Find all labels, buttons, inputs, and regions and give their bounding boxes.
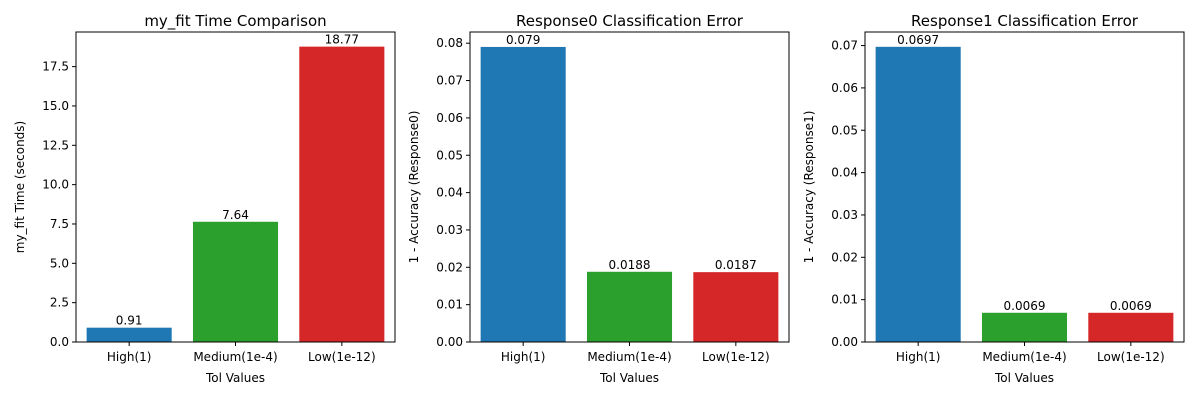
y-tick-label: 15.0	[42, 99, 69, 113]
bar-medium-1e-4	[192, 221, 279, 342]
y-axis-label: 1 - Accuracy (Response0)	[407, 111, 421, 264]
bar-high-1	[480, 46, 566, 342]
x-tick-label: Medium(1e-4)	[193, 350, 277, 364]
y-tick-label: 0.02	[436, 260, 463, 274]
y-tick-label: 0.07	[831, 39, 858, 53]
y-tick-label: 0.02	[831, 250, 858, 264]
bar-medium-1e-4	[981, 312, 1068, 342]
bar-medium-1e-4	[586, 271, 673, 342]
y-tick-label: 17.5	[42, 60, 69, 74]
x-tick-label: Medium(1e-4)	[587, 350, 671, 364]
y-tick-label: 0.07	[436, 74, 463, 88]
bar-high-1	[86, 327, 172, 342]
plot-frame	[75, 31, 396, 343]
x-tick-label: Low(1e-12)	[308, 350, 376, 364]
y-tick-label: 2.5	[50, 296, 69, 310]
data-label: 18.77	[325, 33, 359, 47]
y-tick-label: 0.00	[831, 335, 858, 349]
y-tick-label: 0.0	[50, 335, 69, 349]
y-tick-label: 0.01	[831, 293, 858, 307]
y-tick-label: 0.00	[436, 335, 463, 349]
x-axis-label: Tol Values	[205, 371, 265, 385]
chart-title: Response1 Classification Error	[911, 12, 1139, 30]
y-tick-label: 0.06	[436, 111, 463, 125]
chart-panel-3: Response1 Classification Error 0.0697 High…	[802, 12, 1185, 385]
x-tick-label: High(1)	[107, 350, 152, 364]
data-label: 0.0188	[609, 258, 651, 272]
x-tick-label: Low(1e-12)	[702, 350, 770, 364]
chart-panel-2: Response0 Classification Error 0.079 High(…	[407, 12, 790, 385]
y-tick-label: 12.5	[42, 138, 69, 152]
plot-frame	[864, 31, 1185, 343]
y-tick-label: 0.08	[436, 36, 463, 50]
chart-title: my_fit Time Comparison	[144, 12, 326, 31]
y-tick-label: 0.05	[831, 123, 858, 137]
data-label: 0.079	[506, 33, 540, 47]
y-tick-label: 5.0	[50, 256, 69, 270]
y-tick-label: 0.01	[436, 298, 463, 312]
x-tick-label: High(1)	[501, 350, 546, 364]
y-tick-label: 0.04	[831, 166, 858, 180]
x-axis-label: Tol Values	[599, 371, 659, 385]
y-tick-label: 0.03	[831, 208, 858, 222]
plot-frame	[469, 31, 790, 343]
x-tick-label: Low(1e-12)	[1097, 350, 1165, 364]
x-tick-label: Medium(1e-4)	[982, 350, 1066, 364]
bar-low-1e-12	[299, 46, 385, 342]
y-tick-label: 10.0	[42, 178, 69, 192]
bar-low-1e-12	[693, 272, 779, 342]
y-tick-label: 0.06	[831, 81, 858, 95]
chart-panel-1: my_fit Time Comparison 0.91 High(1) 7.64 Med…	[13, 12, 396, 385]
y-tick-label: 7.5	[50, 217, 69, 231]
y-axis-label: 1 - Accuracy (Response1)	[802, 111, 816, 264]
x-axis-label: Tol Values	[994, 371, 1054, 385]
data-label: 0.0697	[897, 33, 939, 47]
data-label: 0.0069	[1110, 299, 1152, 313]
data-label: 0.0187	[715, 258, 757, 272]
y-tick-label: 0.05	[436, 148, 463, 162]
y-tick-label: 0.04	[436, 186, 463, 200]
chart-title: Response0 Classification Error	[516, 12, 744, 30]
data-label: 0.91	[116, 314, 143, 328]
bar-low-1e-12	[1088, 312, 1174, 342]
x-tick-label: High(1)	[896, 350, 941, 364]
data-label: 7.64	[222, 208, 249, 222]
y-axis-label: my_fit Time (seconds)	[13, 121, 27, 253]
bar-high-1	[875, 46, 961, 343]
data-label: 0.0069	[1004, 299, 1046, 313]
y-tick-label: 0.03	[436, 223, 463, 237]
